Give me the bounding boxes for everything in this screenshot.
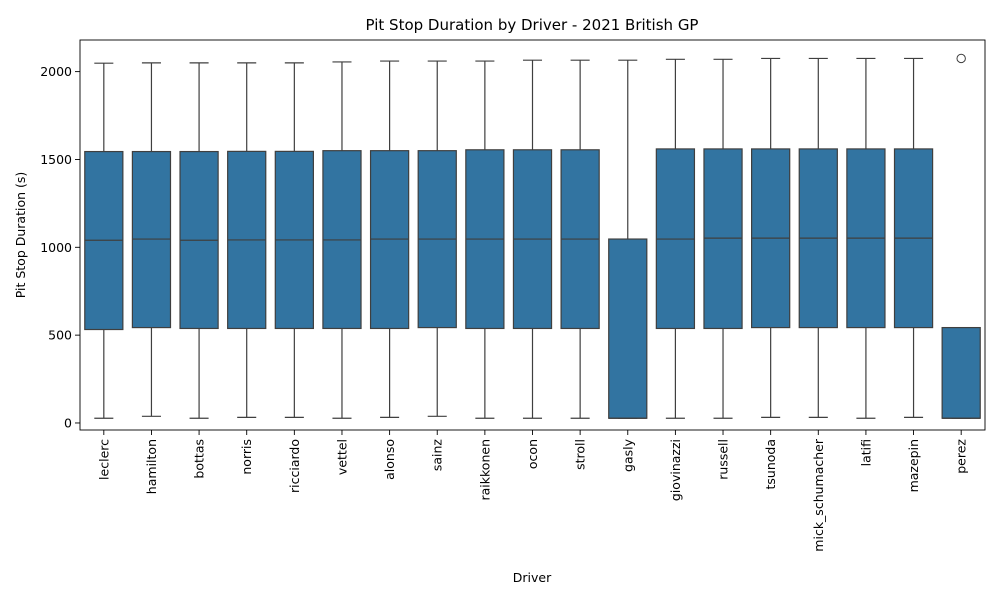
x-tick-label: bottas [192, 439, 207, 479]
box-hamilton [131, 62, 172, 417]
box-norris [227, 62, 267, 418]
x-tick-label: ocon [525, 439, 540, 469]
box-alonso [369, 60, 410, 418]
plot-area [84, 53, 981, 419]
box-gasly [608, 59, 648, 419]
x-tick-label: perez [954, 439, 969, 474]
x-tick-label: gasly [620, 438, 635, 472]
x-tick-label: alonso [382, 439, 397, 480]
y-tick-label: 500 [48, 328, 72, 343]
x-tick-label: stroll [573, 439, 588, 470]
iqr-box [608, 238, 648, 419]
x-tick-label: hamilton [144, 439, 159, 494]
box-vettel [322, 61, 362, 419]
x-tick-label: ricciardo [287, 439, 302, 493]
x-tick-label: mick_schumacher [811, 438, 826, 552]
box-mazepin [893, 57, 934, 418]
y-tick-label: 1500 [40, 152, 72, 167]
x-tick-label: vettel [334, 439, 349, 475]
y-axis: 0 500 1000 1500 2000 [40, 64, 80, 430]
y-axis-label: Pit Stop Duration (s) [13, 172, 28, 299]
box-stroll [560, 59, 600, 419]
iqr-box [941, 326, 981, 419]
plot-frame [79, 39, 986, 431]
box-russell [703, 58, 743, 419]
box-sainz [417, 60, 457, 417]
y-tick-label: 0 [64, 415, 72, 430]
x-tick-label: leclerc [96, 439, 111, 480]
x-tick-label: mazepin [906, 439, 921, 492]
box-raikkonen [465, 60, 505, 419]
box-perez [941, 53, 981, 419]
box-bottas [179, 62, 219, 419]
x-tick-label: giovinazzi [668, 439, 683, 501]
box-giovinazzi [655, 58, 696, 419]
box-leclerc [84, 62, 124, 419]
x-tick-label: norris [239, 439, 254, 475]
x-tick-label: russell [716, 439, 731, 480]
x-axis: leclerc hamilton bottas norris ricciardo vett… [96, 430, 969, 552]
x-tick-label: raikkonen [477, 439, 492, 501]
box-ocon [512, 59, 553, 419]
outlier-point [956, 53, 966, 64]
box-ricciardo [274, 62, 314, 418]
y-tick-label: 2000 [40, 64, 72, 79]
x-tick-label: latifi [858, 439, 873, 466]
box-mick_schumacher [798, 57, 838, 418]
chart-title: Pit Stop Duration by Driver - 2021 Briti… [366, 16, 699, 34]
x-tick-label: sainz [430, 439, 445, 472]
box-latifi [846, 57, 886, 419]
y-tick-label: 1000 [40, 240, 72, 255]
x-tick-label: tsunoda [763, 439, 778, 490]
box-tsunoda [751, 57, 791, 418]
x-axis-label: Driver [513, 570, 552, 585]
